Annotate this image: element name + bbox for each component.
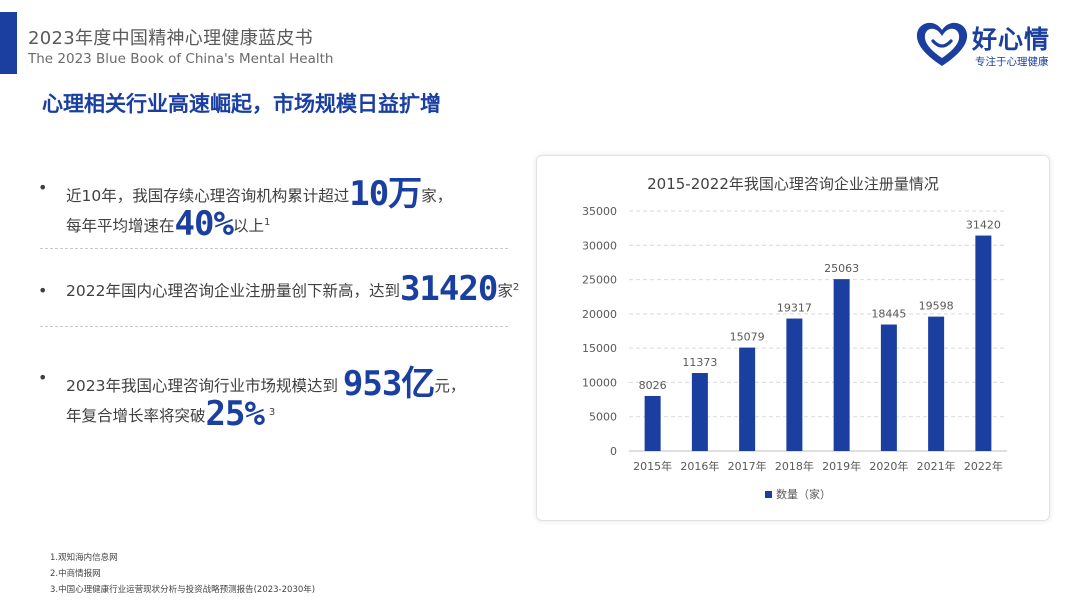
bar: [644, 395, 661, 451]
report-title-en: The 2023 Blue Book of China's Mental Hea…: [28, 51, 334, 67]
data-label: 15079: [730, 331, 765, 344]
y-tick-label: 20000: [582, 308, 617, 321]
bullet-1-line-1: 近10年，我国存续心理咨询机构累计超过10万家，: [66, 166, 452, 215]
footnote-ref-2: 2: [512, 282, 520, 293]
data-label: 11373: [682, 356, 717, 369]
y-tick-label: 5000: [589, 411, 617, 424]
y-tick-label: 30000: [582, 239, 617, 252]
bullet-dot: •: [38, 368, 48, 387]
bullet-2-suffix: 家: [497, 282, 513, 300]
x-tick-label: 2015年: [633, 459, 672, 473]
bullet-dot: •: [38, 178, 48, 197]
legend-label: 数量（家）: [776, 487, 831, 501]
bullet-1-text: 近10年，我国存续心理咨询机构累计超过: [66, 187, 350, 205]
y-tick-label: 35000: [582, 205, 617, 218]
y-tick-label: 0: [610, 445, 617, 458]
x-tick-label: 2017年: [728, 459, 767, 473]
footnote-ref-1: 1: [263, 217, 271, 228]
bullet-3-text: 2023年我国心理咨询行业市场规模达到: [66, 377, 338, 395]
footnote-1: 1.观知海内信息网: [50, 553, 118, 563]
y-tick-label: 10000: [582, 376, 617, 389]
bullet-3-line-2: 年复合增长率将突破25% 3: [66, 394, 275, 434]
bullet-1-suffix-2: 以上: [232, 217, 264, 235]
data-label: 19598: [919, 300, 954, 313]
x-tick-label: 2022年: [964, 459, 1003, 473]
data-label: 8026: [639, 379, 667, 392]
data-label: 31420: [966, 219, 1001, 232]
bullet-2-highlight: 31420: [399, 269, 498, 309]
bar: [928, 316, 945, 451]
header-accent-bar: [0, 12, 17, 74]
bullet-2-text: 2022年国内心理咨询企业注册量创下新高，达到: [66, 282, 400, 300]
bullet-3-text-2: 年复合增长率将突破: [66, 407, 206, 425]
bar: [880, 324, 897, 451]
bullet-2-line-1: 2022年国内心理咨询企业注册量创下新高，达到31420家2: [66, 269, 519, 309]
data-label: 25063: [824, 262, 859, 275]
bullet-1-suffix: 家，: [421, 187, 453, 205]
x-tick-label: 2021年: [917, 459, 956, 473]
divider: [40, 248, 508, 249]
data-label: 18445: [871, 308, 906, 321]
bullet-1-highlight-2: 40%: [174, 204, 234, 244]
bar: [739, 347, 756, 451]
x-tick-label: 2018年: [775, 459, 814, 473]
bullet-3-highlight: 953亿: [342, 364, 435, 404]
footnote-ref-3: 3: [268, 407, 276, 418]
bar: [691, 373, 708, 451]
bullet-1-line-2: 每年平均增速在40%以上1: [66, 204, 270, 244]
y-tick-label: 25000: [582, 274, 617, 287]
bullet-dot: •: [38, 281, 48, 300]
brand-slogan: 专注于心理健康: [975, 56, 1049, 68]
divider: [40, 326, 508, 327]
bullet-3-suffix: 元，: [434, 377, 466, 395]
x-tick-label: 2016年: [680, 459, 719, 473]
chart-title: 2015-2022年我国心理咨询企业注册量情况: [647, 175, 939, 193]
bullet-3-highlight-2: 25%: [205, 394, 265, 434]
x-tick-label: 2019年: [822, 459, 861, 473]
footnote-2: 2.中商情报网: [50, 569, 101, 579]
page-headline: 心理相关行业高速崛起，市场规模日益扩增: [42, 92, 441, 116]
footnote-3: 3.中国心理健康行业运营现状分析与投资战略预测报告(2023-2030年): [50, 585, 316, 595]
x-tick-label: 2020年: [869, 459, 908, 473]
bullet-1-text-2: 每年平均增速在: [66, 217, 175, 235]
bar: [833, 279, 850, 451]
data-label: 19317: [777, 302, 812, 315]
bar: [975, 235, 992, 451]
y-tick-label: 15000: [582, 342, 617, 355]
legend-swatch: [765, 491, 772, 498]
heart-smile-icon: [916, 22, 968, 66]
brand-name: 好心情: [972, 25, 1051, 54]
report-title-cn: 2023年度中国精神心理健康蓝皮书: [28, 28, 313, 49]
bar: [786, 318, 803, 451]
bar-chart: 2015-2022年我国心理咨询企业注册量情况 0 5000 10000 15000 20…: [582, 175, 1007, 501]
chart-card: 2015-2022年我国心理咨询企业注册量情况 0 5000 10000 15000 20…: [536, 155, 1050, 521]
bullet-1-highlight: 10万: [349, 174, 422, 214]
bullet-3-line-1: 2023年我国心理咨询行业市场规模达到 953亿元，: [66, 356, 465, 405]
